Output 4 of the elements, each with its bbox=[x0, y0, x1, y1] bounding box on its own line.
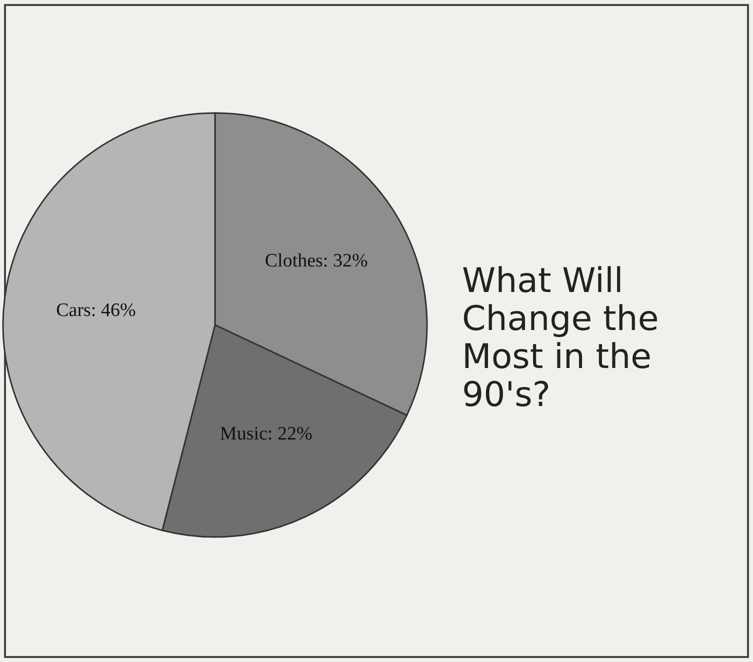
slice-label: Music: 22% bbox=[220, 424, 312, 445]
text: What Will Change the Most in the 90's? bbox=[462, 261, 660, 415]
slice-label: Clothes: 32% bbox=[264, 250, 368, 272]
slice-label: Cars: 46% bbox=[56, 300, 136, 321]
